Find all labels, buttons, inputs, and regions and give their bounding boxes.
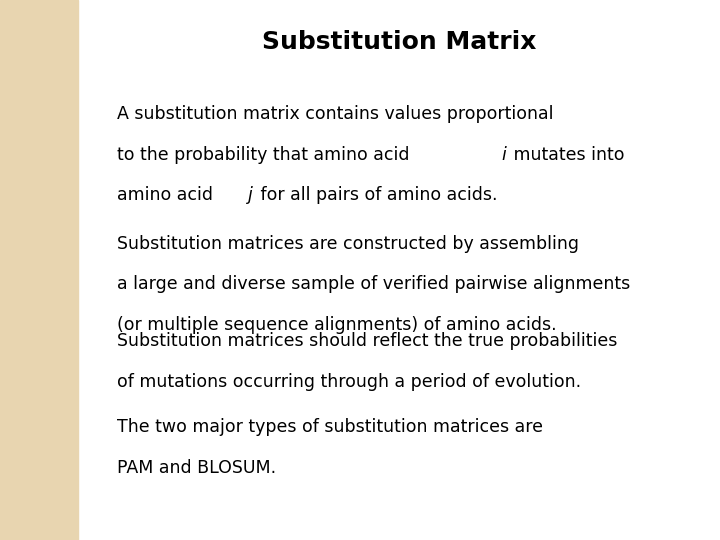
- Text: A substitution matrix contains values proportional: A substitution matrix contains values pr…: [117, 105, 554, 123]
- Text: i: i: [502, 146, 507, 164]
- Text: The two major types of substitution matrices are: The two major types of substitution matr…: [117, 418, 544, 436]
- Text: of mutations occurring through a period of evolution.: of mutations occurring through a period …: [117, 373, 582, 390]
- Text: Substitution Matrix: Substitution Matrix: [262, 30, 537, 53]
- Text: for all pairs of amino acids.: for all pairs of amino acids.: [255, 186, 497, 204]
- Text: Substitution matrices are constructed by assembling: Substitution matrices are constructed by…: [117, 235, 580, 253]
- Text: (or multiple sequence alignments) of amino acids.: (or multiple sequence alignments) of ami…: [117, 316, 557, 334]
- Text: to the probability that amino acid: to the probability that amino acid: [117, 146, 415, 164]
- Text: Substitution matrices should reflect the true probabilities: Substitution matrices should reflect the…: [117, 332, 618, 350]
- Text: mutates into: mutates into: [508, 146, 625, 164]
- Text: PAM and BLOSUM.: PAM and BLOSUM.: [117, 459, 276, 477]
- Bar: [0, 0, 78, 540]
- Text: amino acid: amino acid: [117, 186, 219, 204]
- Text: j: j: [248, 186, 253, 204]
- Text: a large and diverse sample of verified pairwise alignments: a large and diverse sample of verified p…: [117, 275, 631, 293]
